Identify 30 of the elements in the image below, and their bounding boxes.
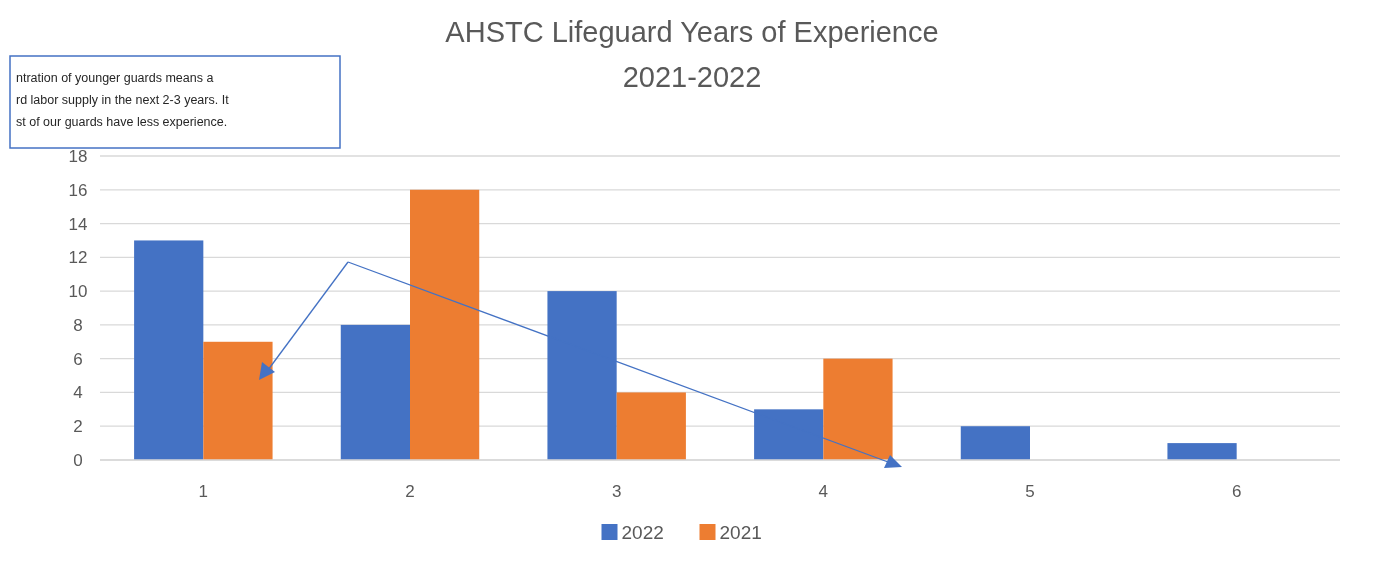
chart-title: AHSTC Lifeguard Years of Experience 2021-2022 <box>445 16 939 93</box>
x-tick-label: 2 <box>405 482 415 501</box>
text: ntration of younger guards means a rd labor supply in the next 2-3 years. It st of our guards have less experience. <box>16 71 230 129</box>
bar <box>410 189 480 460</box>
legend-label: 2022 <box>621 521 664 543</box>
x-tick-label: 4 <box>818 482 829 501</box>
bar <box>1167 443 1237 460</box>
y-tick-label: 10 <box>68 282 88 302</box>
y-tick-label: 16 <box>68 180 88 200</box>
y-tick-label: 2 <box>73 417 83 437</box>
bar <box>754 409 824 460</box>
bar <box>960 426 1030 460</box>
x-tick-label: 5 <box>1025 482 1035 501</box>
x-tick-label: 1 <box>198 482 209 501</box>
y-tick-label: 8 <box>73 315 83 335</box>
x-tick-label: 6 <box>1231 482 1242 501</box>
bar <box>616 392 686 460</box>
bar <box>134 240 204 460</box>
x-tick-label: 3 <box>611 482 622 501</box>
y-tick-label: 6 <box>73 349 83 369</box>
y-tick-label: 12 <box>68 248 88 268</box>
y-tick-label: 0 <box>73 450 83 470</box>
bar <box>823 358 893 460</box>
bar <box>340 324 410 460</box>
bar <box>547 291 617 460</box>
y-tick-label: 18 <box>68 146 88 166</box>
bar <box>203 341 273 460</box>
legend-label: 2021 <box>719 521 762 543</box>
y-tick-label: 4 <box>73 383 83 403</box>
y-tick-label: 14 <box>68 214 88 234</box>
